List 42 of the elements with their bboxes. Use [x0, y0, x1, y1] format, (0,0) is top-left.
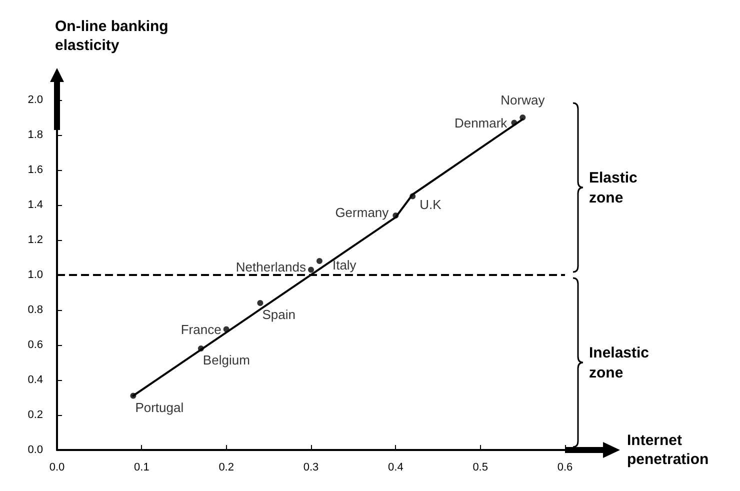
annotation: France	[180, 322, 222, 337]
point	[308, 266, 314, 273]
point	[316, 258, 322, 264]
annotation: Italy	[332, 258, 357, 272]
point	[520, 114, 526, 120]
y-axis-title: On-line banking elasticity	[55, 18, 168, 54]
text: Inelastic zone	[589, 344, 650, 382]
y-tick-label: 0.6	[28, 339, 43, 351]
annotation: Germany	[335, 205, 390, 220]
point	[511, 120, 518, 126]
y-tick-label: 0.4	[28, 374, 43, 386]
y-tick-label: 1.6	[28, 164, 43, 176]
y-tick-label: 1.0	[28, 269, 43, 281]
x-tick-label: 0.6	[557, 462, 573, 474]
point	[130, 392, 136, 399]
y-tick-label: 0.2	[28, 409, 43, 421]
point	[257, 300, 264, 306]
y-tick-label: 1.8	[28, 129, 43, 141]
x-tick-label: 0.3	[303, 462, 319, 474]
y-tick-label: 1.2	[28, 234, 43, 246]
annotation: Belgium	[202, 352, 250, 368]
y-tick-label: 1.4	[28, 199, 43, 211]
y-tick-label: 0.0	[28, 444, 43, 456]
x-tick-label: 0.2	[218, 462, 234, 474]
text: Elastic zone	[589, 170, 638, 206]
point	[198, 346, 204, 352]
point	[223, 326, 230, 332]
x-axis-title: Internet penetration	[627, 432, 709, 468]
y-tick-label: 2.0	[28, 94, 43, 106]
annotation: Netherlands	[236, 259, 306, 274]
annotation: Norway	[500, 92, 546, 108]
x-tick-label: 0.1	[134, 462, 150, 474]
x-tick-label: 0.5	[472, 462, 488, 474]
y-tick-label: 0.8	[28, 304, 43, 316]
annotation: Spain	[262, 307, 296, 322]
annotation: Portugal	[135, 400, 184, 415]
annotation: Denmark	[454, 115, 508, 130]
annotation: U.K	[420, 196, 442, 212]
x-tick-label: 0.4	[388, 462, 404, 474]
x-tick-label: 0.0	[49, 462, 65, 474]
point	[410, 193, 416, 200]
point	[392, 212, 399, 218]
